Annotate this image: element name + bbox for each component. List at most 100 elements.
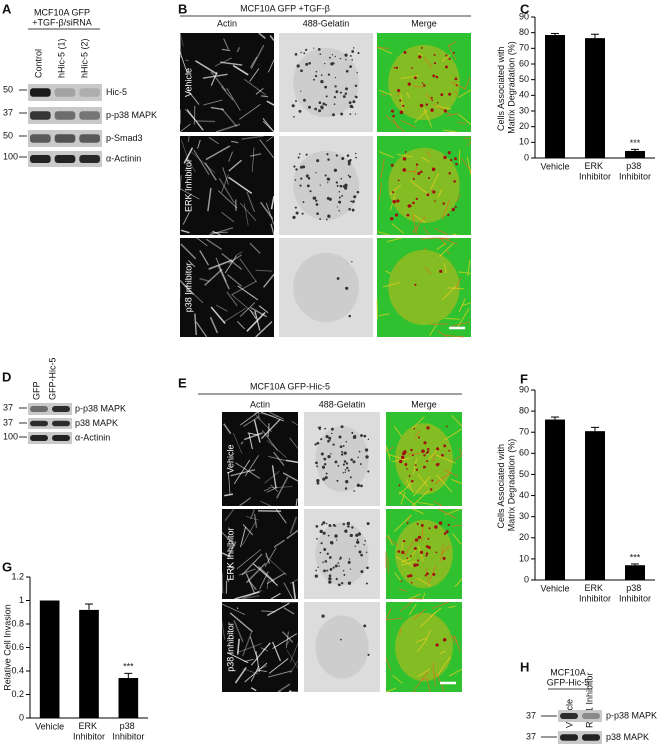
- y-tick-label: 60: [519, 58, 529, 68]
- merge-fiber: [419, 611, 437, 628]
- merge-fiber: [462, 302, 472, 306]
- merge-fiber: [412, 548, 417, 556]
- degradation-spot: [367, 653, 370, 656]
- blot-band: [54, 155, 76, 163]
- blot-label: p-p38 MAPK: [106, 110, 157, 120]
- actin-fiber: [228, 159, 242, 172]
- degradation-spot: [315, 525, 319, 528]
- actin-fiber: [227, 274, 243, 287]
- actin-fiber: [259, 201, 274, 220]
- merge-spot: [427, 447, 430, 451]
- degradation-spot: [320, 79, 324, 84]
- merge-fiber: [413, 475, 431, 497]
- actin-fiber: [210, 231, 228, 234]
- blot-label: p-Smad3: [106, 133, 143, 143]
- panel-label: E: [178, 375, 187, 390]
- merge-spot: [436, 447, 440, 451]
- degradation-spot: [357, 483, 360, 486]
- merge-spot: [428, 527, 431, 530]
- merge-fiber: [438, 242, 454, 258]
- blot-band: [582, 713, 600, 719]
- degradation-spot: [352, 435, 357, 439]
- merge-fiber: [458, 447, 463, 456]
- merge-fiber: [444, 428, 463, 441]
- merge-fiber: [455, 277, 462, 289]
- actin-fiber: [199, 277, 210, 283]
- merge-spot: [435, 463, 439, 467]
- degradation-spot: [355, 156, 357, 159]
- degradation-spot: [326, 177, 331, 181]
- merge-fiber: [437, 508, 457, 519]
- blot-label: Hic-5: [106, 87, 127, 97]
- merge-spot: [453, 180, 456, 183]
- actin-fiber: [217, 190, 238, 209]
- header: GFP-Hic-5: [547, 677, 590, 687]
- merge-spot: [415, 468, 419, 471]
- degradation-spot: [323, 463, 327, 466]
- merge-spot: [409, 555, 412, 557]
- degradation-spot: [345, 440, 348, 443]
- degradation-spot: [354, 545, 356, 548]
- actin-fiber: [215, 123, 241, 133]
- y-tick-label: 80: [519, 405, 529, 415]
- merge-fiber: [400, 119, 416, 128]
- merge-fiber: [434, 471, 452, 485]
- marker-label: 37: [526, 731, 536, 741]
- merge-spot: [448, 92, 452, 96]
- column-label: Actin: [250, 399, 270, 409]
- merge-spot: [420, 47, 423, 49]
- blot-band: [52, 420, 70, 427]
- degradation-spot: [334, 85, 337, 88]
- degradation-spot: [343, 573, 346, 576]
- merge-fiber: [431, 188, 434, 192]
- actin-fiber: [235, 462, 261, 479]
- actin-fiber: [265, 552, 271, 564]
- row-label: p38 Inhibitor: [183, 263, 193, 313]
- degradation-spot: [324, 476, 328, 480]
- merge-fiber: [387, 237, 402, 243]
- actin-fiber: [272, 641, 282, 662]
- degradation-spot: [342, 472, 344, 474]
- blot-label: p-p38 MAPK: [606, 710, 657, 720]
- merge-fiber: [377, 231, 390, 236]
- actin-fiber: [223, 38, 229, 50]
- degradation-spot: [337, 583, 341, 587]
- degradation-spot: [345, 59, 347, 61]
- actin-fiber: [239, 302, 255, 317]
- degradation-spot: [340, 177, 343, 180]
- merge-fiber: [430, 323, 449, 326]
- y-tick-label: 60: [519, 448, 529, 458]
- degradation-spot: [352, 106, 354, 109]
- actin-fiber: [224, 493, 234, 497]
- actin-fiber: [209, 316, 219, 334]
- merge-fiber: [458, 113, 472, 125]
- degradation-spot: [328, 197, 332, 201]
- significance: ***: [123, 662, 134, 672]
- actin-fiber: [216, 304, 228, 312]
- degradation-spot: [352, 47, 355, 49]
- row-label: Vehicle: [225, 444, 235, 473]
- degradation-spot: [327, 73, 331, 76]
- degradation-spot: [347, 525, 350, 528]
- merge-fiber: [397, 92, 401, 96]
- degradation-spot: [355, 533, 359, 537]
- merge-fiber: [434, 227, 449, 236]
- actin-fiber: [227, 579, 230, 583]
- merge-spot: [430, 96, 433, 99]
- merge-spot: [433, 53, 436, 56]
- merge-spot: [435, 551, 438, 554]
- merge-fiber: [441, 237, 458, 245]
- actin-fiber: [221, 174, 229, 193]
- merge-fiber: [403, 539, 415, 557]
- x-tick-label: Vehicle: [540, 161, 569, 171]
- degradation-spot: [292, 215, 296, 219]
- actin-fiber: [236, 46, 241, 53]
- degradation-spot: [322, 102, 326, 106]
- actin-fiber: [269, 35, 275, 42]
- merge-fiber: [432, 452, 436, 462]
- merge-fiber: [446, 249, 450, 255]
- degradation-spot: [348, 314, 351, 318]
- blot-band: [54, 134, 76, 143]
- degradation-spot: [363, 624, 367, 628]
